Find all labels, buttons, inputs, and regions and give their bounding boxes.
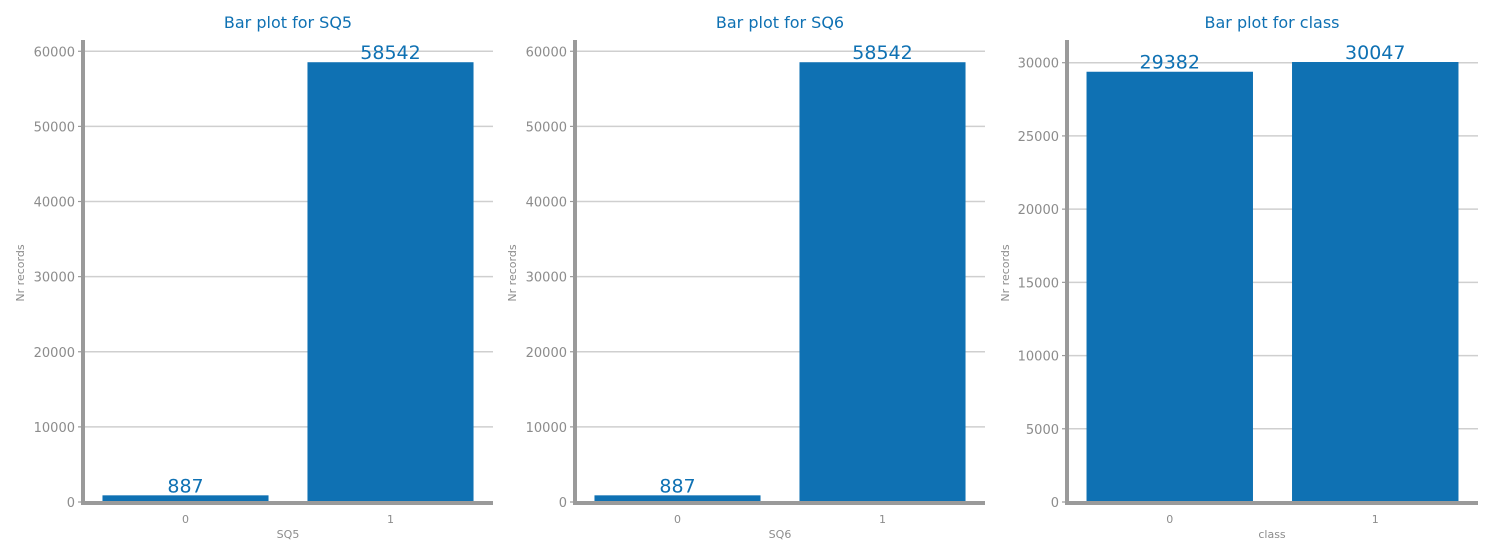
y-tick-label: 20000 xyxy=(34,346,75,361)
y-tick-label: 60000 xyxy=(34,45,75,60)
y-tick-label: 10000 xyxy=(1018,350,1059,365)
y-tick-label: 25000 xyxy=(1018,130,1059,145)
y-tick-label: 50000 xyxy=(34,120,75,135)
y-tick-label: 20000 xyxy=(526,346,567,361)
bar-0 xyxy=(102,495,269,502)
bar-value-label: 30047 xyxy=(1345,42,1405,64)
y-tick-label: 30000 xyxy=(526,271,567,286)
subplot-sq6: Bar plot for SQ6 SQ6 Nr records 0 10000 20… xyxy=(506,13,985,541)
x-tick-label: 1 xyxy=(879,513,886,526)
y-tick-label: 30000 xyxy=(34,271,75,286)
subplot-class: Bar plot for class class Nr records 0 500… xyxy=(999,13,1478,541)
y-tick-label: 15000 xyxy=(1018,276,1059,291)
y-tick-label: 10000 xyxy=(526,421,567,436)
chart-title: Bar plot for SQ6 xyxy=(716,13,844,32)
y-tick-label: 50000 xyxy=(526,120,567,135)
y-tick-label: 20000 xyxy=(1018,203,1059,218)
y-tick-label: 10000 xyxy=(34,421,75,436)
y-axis-label: Nr records xyxy=(14,244,27,301)
x-axis-label: class xyxy=(1258,528,1286,541)
x-tick-label: 1 xyxy=(1372,513,1379,526)
y-axis-label: Nr records xyxy=(999,244,1012,301)
bar-value-label: 29382 xyxy=(1140,52,1200,74)
y-tick-label: 30000 xyxy=(1018,57,1059,72)
y-tick-label: 40000 xyxy=(526,196,567,211)
y-tick-label: 60000 xyxy=(526,45,567,60)
chart-title: Bar plot for SQ5 xyxy=(224,13,352,32)
chart-title: Bar plot for class xyxy=(1205,13,1340,32)
y-tick-label: 0 xyxy=(1051,496,1059,511)
y-tick-label: 0 xyxy=(67,496,75,511)
y-tick-label: 0 xyxy=(559,496,567,511)
y-tick-label: 40000 xyxy=(34,196,75,211)
bar-0 xyxy=(594,495,761,502)
bar-value-label: 887 xyxy=(167,475,203,497)
x-axis-label: SQ6 xyxy=(769,528,792,541)
bar-value-label: 58542 xyxy=(852,42,912,64)
bar-0 xyxy=(1086,71,1253,502)
x-axis-label: SQ5 xyxy=(277,528,300,541)
bar-1 xyxy=(799,62,966,503)
y-tick-label: 5000 xyxy=(1026,423,1059,438)
bar-1 xyxy=(1292,62,1459,502)
bar-value-label: 58542 xyxy=(360,42,420,64)
x-tick-label: 0 xyxy=(674,513,681,526)
x-tick-label: 0 xyxy=(182,513,189,526)
bar-1 xyxy=(307,62,474,503)
y-axis-label: Nr records xyxy=(506,244,519,301)
bar-value-label: 887 xyxy=(659,475,695,497)
subplot-sq5: Bar plot for SQ5 SQ5 Nr records 0 10000 20… xyxy=(14,13,493,541)
x-tick-label: 0 xyxy=(1166,513,1173,526)
x-tick-label: 1 xyxy=(387,513,394,526)
